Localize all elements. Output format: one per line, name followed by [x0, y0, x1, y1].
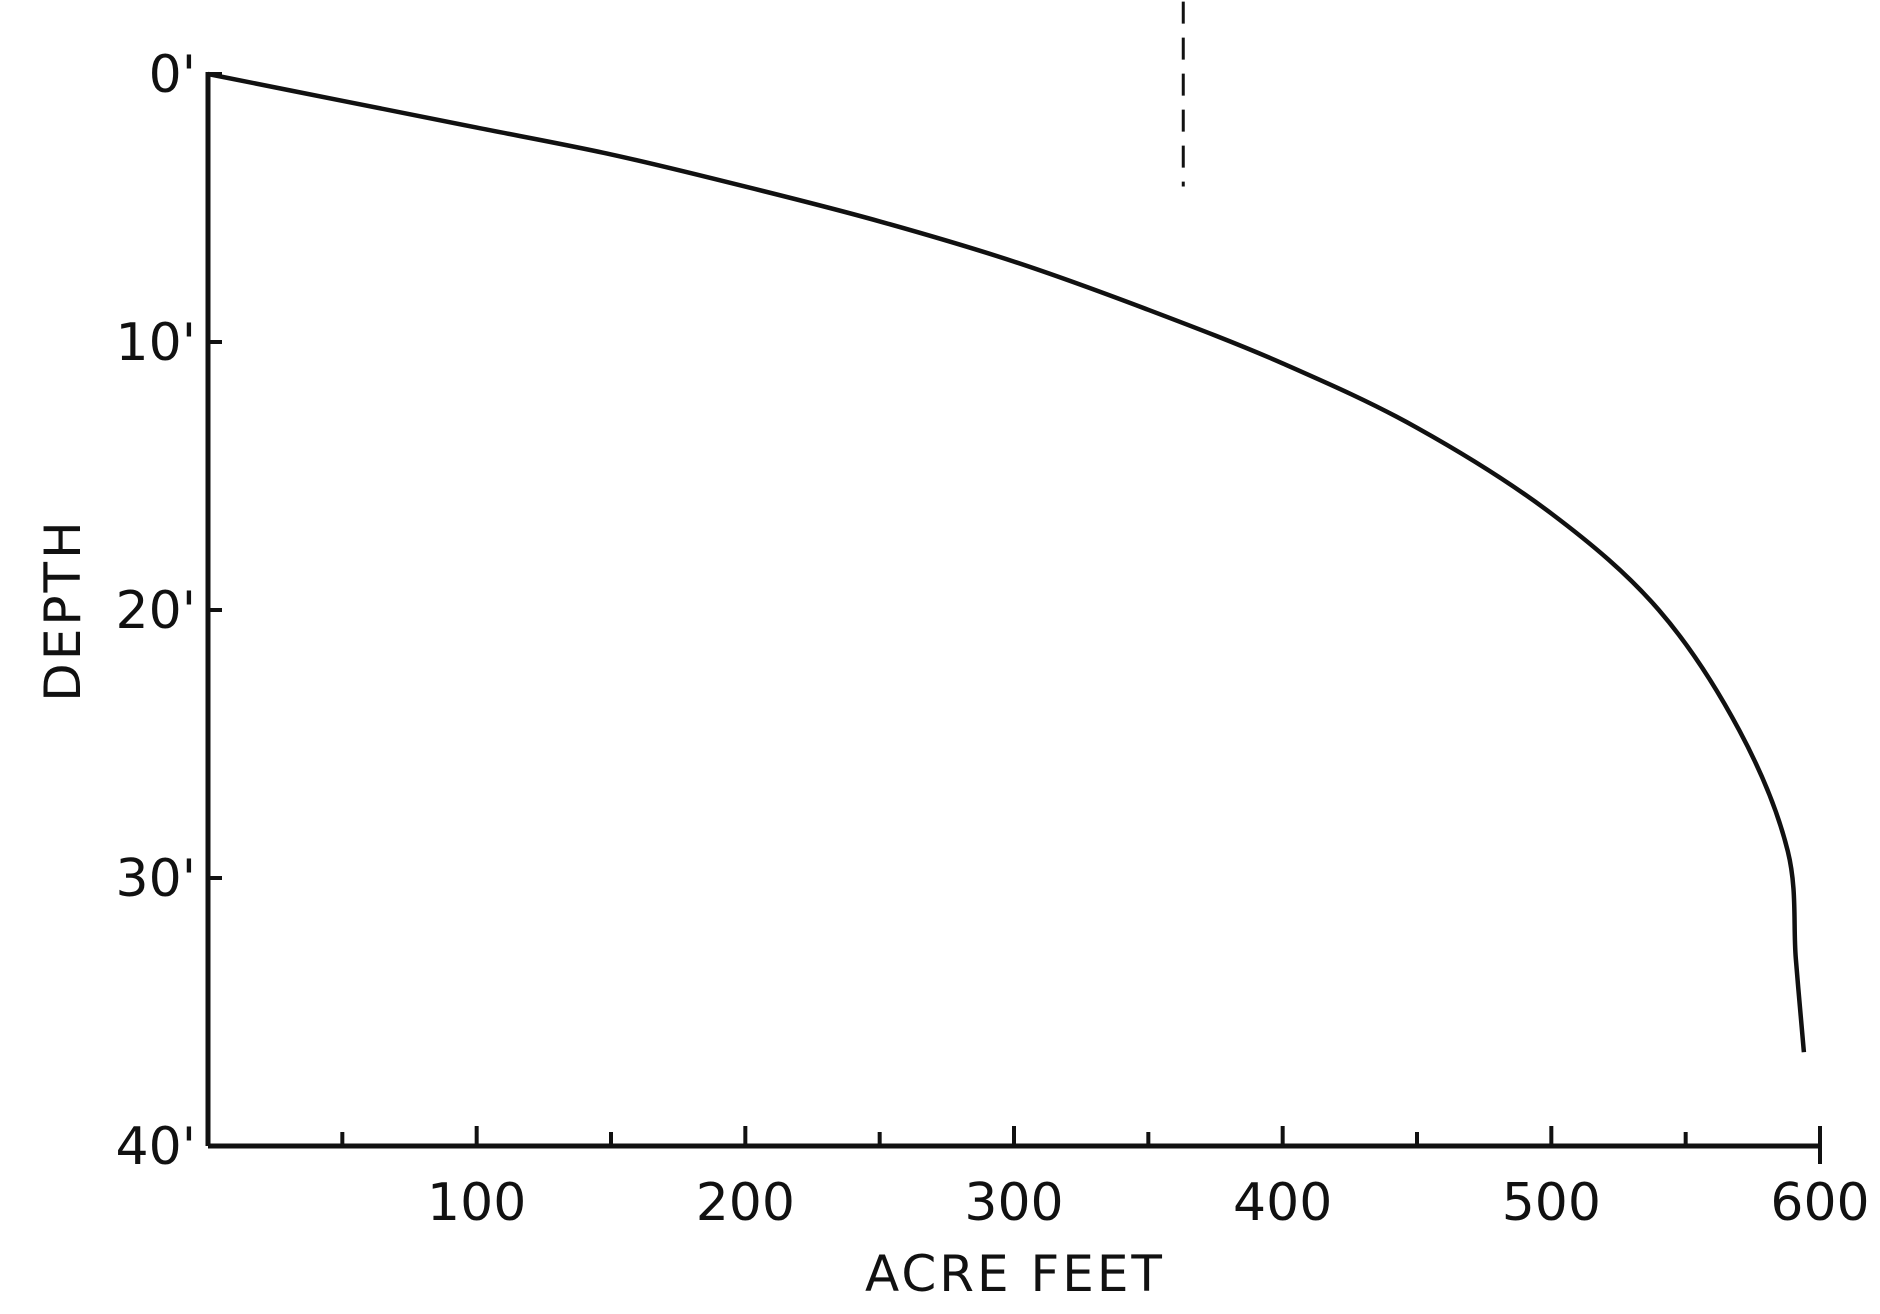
y-tick-label: 30': [116, 849, 196, 909]
x-tick-label: 200: [696, 1173, 795, 1233]
y-tick-label: 20': [116, 581, 196, 641]
x-axis-title: ACRE FEET: [865, 1245, 1165, 1303]
x-tick-label: 300: [964, 1173, 1063, 1233]
y-axis-title: DEPTH: [34, 518, 92, 701]
x-tick-label: 100: [427, 1173, 526, 1233]
depth-capacity-curve: [207, 71, 1807, 1053]
x-tick-label: 400: [1233, 1173, 1332, 1233]
x-tick-label: 600: [1770, 1173, 1869, 1233]
x-tick-label: 500: [1502, 1173, 1601, 1233]
plot-area: 100 200 300 400 500 600 0' 10' 20' 30' 40': [116, 1, 1870, 1233]
y-tick-label: 0': [149, 45, 196, 105]
y-tick-label: 40': [116, 1117, 196, 1177]
y-tick-label: 10': [116, 313, 196, 373]
